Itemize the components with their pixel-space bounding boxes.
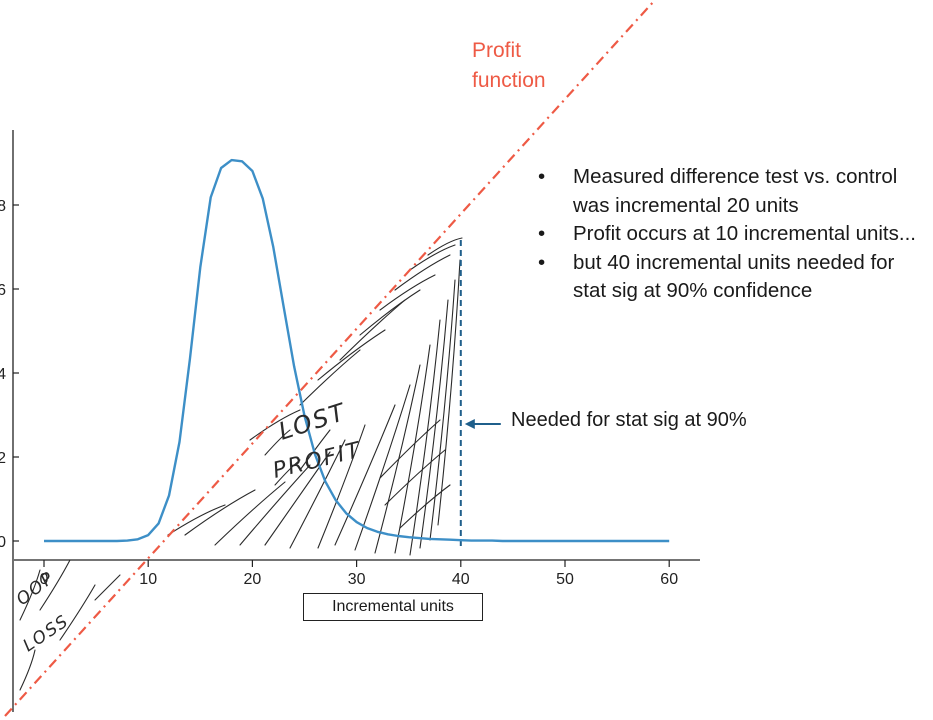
profit-function-label: Profit function: [472, 36, 546, 96]
hatch-stroke: [409, 319, 441, 556]
profit-function-line: [4, 0, 656, 717]
note-item: but 40 incremental units needed for stat…: [538, 249, 933, 306]
hatch-stroke: [429, 279, 456, 541]
y-tick-label: 2: [0, 450, 6, 467]
chart-marks: [4, 0, 670, 717]
y-tick-label: 8: [0, 198, 6, 215]
hatch-stroke: [339, 299, 406, 361]
hatch-stroke: [374, 364, 421, 554]
hatch-stroke: [264, 451, 331, 546]
handwritten-oop: OOP: [13, 568, 59, 610]
hatch-stroke: [94, 574, 121, 601]
hatch-stroke: [274, 459, 301, 486]
hatch-stroke: [317, 329, 386, 381]
hatch-stroke: [409, 244, 456, 271]
hatch-stroke: [59, 584, 96, 641]
hatch-stroke: [19, 569, 41, 621]
hatch-stroke: [394, 254, 451, 291]
stat-sig-label: Needed for stat sig at 90%: [511, 409, 747, 431]
x-tick-label: 50: [556, 571, 574, 588]
lost-profit-hatching: [19, 237, 463, 691]
hatch-stroke: [437, 259, 461, 526]
notes-list: Measured difference test vs. control was…: [538, 163, 933, 306]
hatch-stroke: [359, 289, 421, 336]
distribution-curve: [44, 158, 670, 543]
hatch-stroke: [299, 349, 361, 406]
hatch-stroke: [19, 649, 36, 691]
x-tick-label: 40: [452, 571, 470, 588]
hatch-stroke: [264, 429, 291, 456]
note-item: Profit occurs at 10 incremental units...: [538, 220, 933, 249]
hatch-stroke: [249, 409, 301, 441]
hatch-stroke: [354, 384, 411, 551]
hatch-stroke: [384, 449, 446, 506]
x-tick-label: 0: [40, 571, 49, 588]
x-axis-label: Incremental units: [303, 593, 483, 621]
hatch-stroke: [399, 484, 451, 529]
hatch-stroke: [184, 489, 256, 536]
note-item: Measured difference test vs. control was…: [538, 163, 933, 220]
hatch-stroke: [379, 419, 441, 479]
profit-function-label-line: function: [472, 69, 546, 92]
hatch-stroke: [39, 559, 71, 611]
y-tick-label: 0: [0, 534, 6, 551]
profit-function-label-line: Profit: [472, 39, 522, 62]
hatch-stroke: [239, 464, 311, 546]
x-tick-label: 30: [348, 571, 366, 588]
y-tick-label: 4: [0, 366, 6, 383]
x-tick-label: 60: [660, 571, 678, 588]
hatch-stroke: [214, 481, 286, 546]
hatch-stroke: [289, 439, 346, 549]
y-tick-label: 6: [0, 282, 6, 299]
hatch-stroke: [334, 404, 396, 546]
stat-sig-arrow-head: [464, 419, 475, 429]
hatch-stroke: [419, 299, 449, 549]
x-tick-label: 20: [244, 571, 262, 588]
hatch-stroke: [167, 504, 226, 536]
hatch-stroke: [427, 237, 463, 256]
hatch-stroke: [299, 429, 331, 471]
x-tick-label: 10: [139, 571, 157, 588]
hatch-stroke: [317, 424, 366, 549]
hatch-stroke: [394, 344, 431, 554]
hatch-stroke: [379, 274, 436, 311]
